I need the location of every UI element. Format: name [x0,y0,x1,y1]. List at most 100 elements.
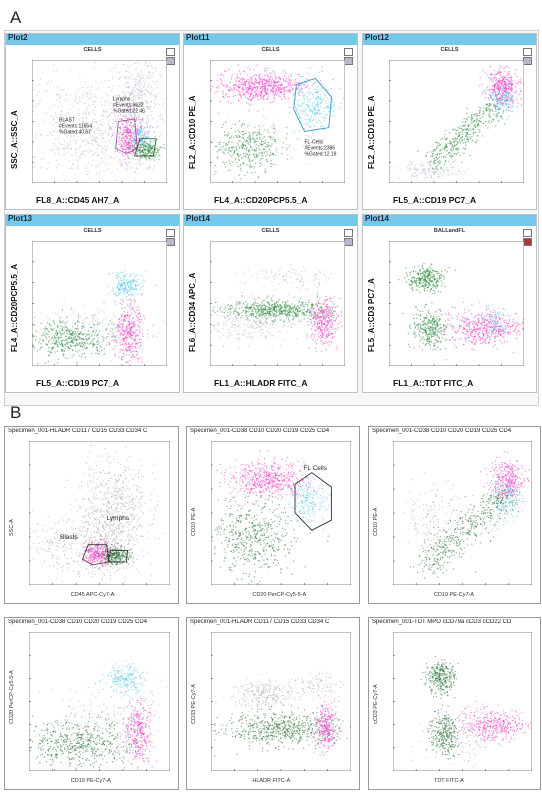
event-point [247,97,249,99]
event-point [229,81,232,84]
event-point [493,103,495,106]
plot-color-icon[interactable] [166,57,175,65]
event-point [507,103,510,105]
event-point [123,129,126,131]
event-point [220,81,223,84]
event-point [235,147,237,149]
event-point [120,332,122,334]
event-point [100,115,103,117]
event-point [140,69,142,71]
plot-control-icon[interactable] [523,48,532,56]
event-point [309,125,311,128]
event-point [317,110,319,112]
event-point [136,309,138,311]
event-point [118,95,121,97]
event-point [290,73,292,75]
event-point [155,103,157,106]
plot-control-icon[interactable] [344,48,353,56]
event-point [300,117,302,120]
event-point [70,329,73,331]
event-point [40,133,43,136]
event-point [299,109,301,112]
event-point [113,348,115,350]
event-point [443,155,445,157]
plot-color-icon[interactable] [523,57,532,65]
fl-cells-gate [293,77,332,132]
event-point [137,118,140,121]
event-point [128,290,130,292]
event-point [298,84,300,86]
event-point [497,106,499,108]
plot-color-icon[interactable] [166,238,175,246]
event-point [103,108,105,110]
event-point [443,156,445,159]
event-point [76,324,79,327]
event-point [309,92,312,94]
event-point [65,152,67,154]
event-point [134,78,136,81]
event-point [120,137,123,140]
event-point [132,350,134,353]
event-point [93,114,96,116]
event-point [139,163,141,166]
event-point [218,141,220,144]
event-point [267,67,269,69]
event-point [76,103,78,105]
event-point [51,148,53,151]
event-point [125,287,128,289]
event-point [81,353,83,355]
event-point [260,151,262,154]
event-point [34,316,36,318]
event-point [520,90,522,93]
lymph-gate [134,138,157,157]
event-point [498,68,500,70]
event-point [74,143,77,145]
event-point [238,83,241,86]
event-point [32,346,34,348]
event-point [509,79,511,81]
event-point [97,127,99,129]
plot-control-icon[interactable] [166,48,175,56]
event-point [130,320,132,323]
event-point [103,115,105,117]
event-point [90,150,93,152]
event-point [235,146,237,148]
event-point [55,138,57,141]
event-point [125,115,127,118]
event-point [141,102,143,104]
event-point [92,100,95,103]
event-point [264,168,266,170]
event-point [230,76,233,78]
event-point [63,319,65,321]
plot-control-icon[interactable] [166,229,175,237]
event-point [317,101,319,103]
event-point [60,89,62,91]
plot-color-icon[interactable] [344,57,353,65]
event-point [56,99,58,101]
event-point [248,155,250,157]
event-point [285,72,287,74]
event-point [263,135,265,138]
event-point [308,91,310,93]
event-point [119,283,121,285]
event-point [160,113,162,115]
event-point [482,116,484,118]
event-point [288,106,291,109]
event-point [272,87,274,89]
event-point [134,69,136,71]
event-point [118,72,121,74]
event-point [515,89,517,91]
event-point [247,86,249,89]
event-point [240,170,242,172]
event-point [285,79,287,81]
event-point [443,136,446,138]
event-point [42,331,45,334]
event-point [76,117,78,119]
event-point [38,90,40,93]
x-axis-label: FL5_A::CD19 PC7_A [393,195,477,205]
event-point [68,333,70,336]
event-point [95,164,97,167]
event-point [45,326,47,328]
event-point [127,146,129,148]
event-point [133,302,135,304]
